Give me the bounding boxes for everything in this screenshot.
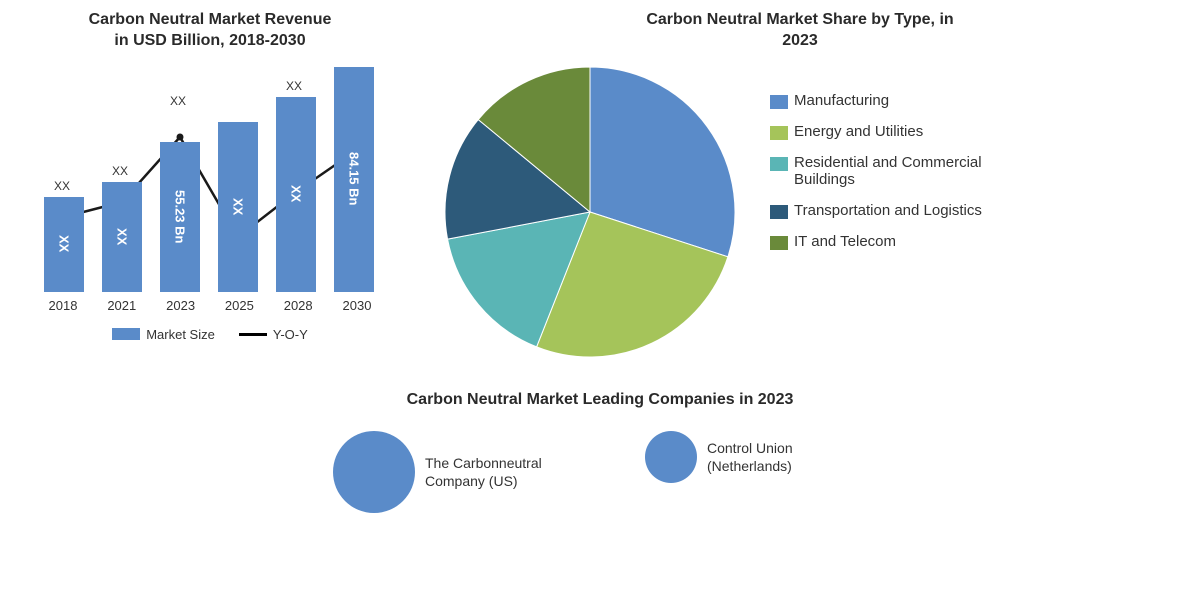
company-bubble (645, 431, 697, 483)
bar: XX (276, 97, 316, 292)
x-tick-label: 2025 (216, 298, 262, 313)
pie-chart-panel: Carbon Neutral Market Share by Type, in … (410, 10, 1190, 380)
legend-swatch (770, 95, 788, 109)
bar-top-label: XX (54, 179, 70, 193)
bar: 55.23 Bn (160, 142, 200, 292)
bar-chart-panel: Carbon Neutral Market Revenue in USD Bil… (10, 10, 410, 380)
legend-label: Manufacturing (794, 92, 889, 109)
companies-panel: Carbon Neutral Market Leading Companies … (10, 390, 1190, 513)
bar-chart-area: XXXXXXXX55.23 BnXXXXXXXX84.15 Bn (40, 62, 380, 292)
x-tick-label: 2021 (99, 298, 145, 313)
legend-swatch (770, 126, 788, 140)
pie-legend: Manufacturing Energy and Utilities Residen… (770, 62, 1024, 362)
company-label: Control Union (Netherlands) (707, 439, 867, 475)
pie-legend-item: Energy and Utilities (770, 123, 1024, 140)
legend-label: Residential and Commercial Buildings (794, 154, 1024, 188)
bar: XX (44, 197, 84, 292)
market-size-swatch (112, 328, 140, 340)
bar: XX (218, 122, 258, 292)
legend-market-size: Market Size (112, 327, 215, 342)
x-tick-label: 2018 (40, 298, 86, 313)
legend-swatch (770, 236, 788, 250)
bar-chart-title: Carbon Neutral Market Revenue in USD Bil… (10, 10, 410, 52)
pie-legend-item: Residential and Commercial Buildings (770, 154, 1024, 188)
bar-top-label: XX (286, 79, 302, 93)
pie-chart-title: Carbon Neutral Market Share by Type, in … (410, 10, 1190, 52)
bar: 84.15 Bn (334, 67, 374, 292)
pie-title-line1: Carbon Neutral Market Share by Type, in (646, 11, 953, 28)
bar-top-label: XX (170, 94, 186, 108)
legend-label: IT and Telecom (794, 233, 896, 250)
pie-wrap (410, 62, 770, 362)
bar-top-label: XX (112, 164, 128, 178)
legend-label-market-size: Market Size (146, 327, 215, 342)
company-label: The Carbonneutral Company (US) (425, 454, 585, 490)
x-tick-label: 2028 (275, 298, 321, 313)
legend-label: Energy and Utilities (794, 123, 923, 140)
pie-title-line2: 2023 (782, 32, 818, 49)
bar-legend: Market Size Y-O-Y (10, 327, 410, 342)
company-bubble (333, 431, 415, 513)
bar-title-line2: in USD Billion, 2018-2030 (114, 32, 305, 49)
yoy-line (40, 62, 380, 292)
legend-swatch (770, 157, 788, 171)
pie-legend-item: Manufacturing (770, 92, 1024, 109)
legend-yoy: Y-O-Y (239, 327, 308, 342)
company-item: Control Union (Netherlands) (645, 431, 867, 483)
legend-swatch (770, 205, 788, 219)
yoy-swatch (239, 333, 267, 336)
legend-label: Transportation and Logistics (794, 202, 982, 219)
pie-chart (440, 62, 740, 362)
bar: XX (102, 182, 142, 292)
legend-label-yoy: Y-O-Y (273, 327, 308, 342)
x-tick-label: 2023 (158, 298, 204, 313)
bar-title-line1: Carbon Neutral Market Revenue (89, 11, 332, 28)
companies-list: The Carbonneutral Company (US) Control Un… (10, 431, 1190, 513)
pie-legend-item: IT and Telecom (770, 233, 1024, 250)
x-tick-label: 2030 (334, 298, 380, 313)
companies-title: Carbon Neutral Market Leading Companies … (10, 390, 1190, 411)
pie-legend-item: Transportation and Logistics (770, 202, 1024, 219)
company-item: The Carbonneutral Company (US) (333, 431, 585, 513)
bar-x-axis: 2018 2021 2023 2025 2028 2030 (40, 298, 380, 313)
